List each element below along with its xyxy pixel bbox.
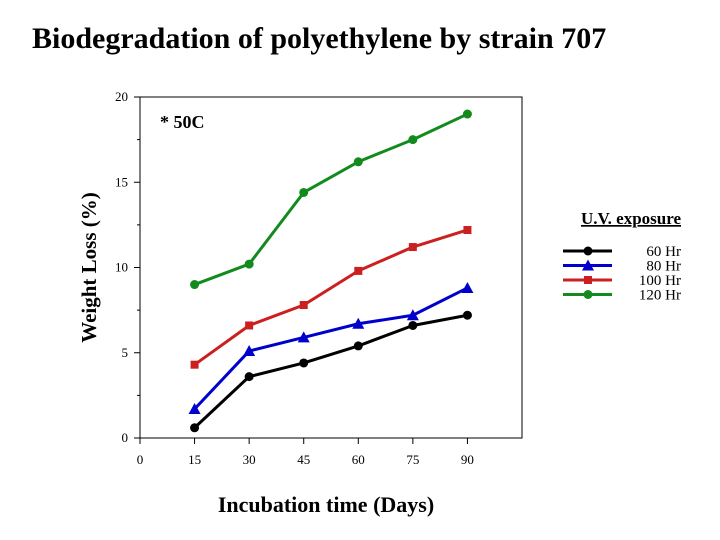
data-point: [245, 321, 254, 330]
data-point: [297, 331, 310, 343]
series-line-60-hr: [193, 313, 468, 429]
y-tick-label: 20: [115, 89, 128, 104]
legend-marker: [584, 276, 592, 284]
data-point: [461, 281, 474, 293]
x-tick-label: 90: [461, 452, 474, 467]
y-axis-title: Weight Loss (%): [77, 192, 101, 343]
data-point: [462, 310, 472, 320]
legend-label: 80 Hr: [646, 259, 681, 275]
data-point: [299, 187, 309, 197]
y-tick-label: 10: [115, 260, 128, 275]
data-point: [406, 309, 419, 321]
plot-frame: [139, 96, 523, 439]
x-axis-title: Incubation time (Days): [218, 492, 434, 517]
legend-marker: [583, 290, 593, 299]
data-point: [408, 243, 417, 252]
x-tick-label: 0: [137, 452, 144, 467]
x-tick-label: 15: [188, 452, 201, 467]
data-point: [190, 280, 200, 290]
data-point: [463, 225, 472, 234]
data-point: [188, 403, 201, 415]
x-tick-label: 30: [243, 452, 256, 467]
series-line-100-hr: [193, 228, 468, 366]
chart-title: Biodegradation of polyethylene by strain…: [32, 22, 607, 55]
data-point: [190, 360, 199, 369]
series-line-80-hr: [193, 286, 469, 411]
legend-marker: [582, 259, 594, 271]
x-tick-label: 45: [297, 452, 310, 467]
data-point: [244, 372, 254, 382]
data-point: [299, 301, 308, 310]
data-point: [353, 341, 363, 351]
y-tick-label: 0: [122, 430, 129, 445]
x-tick-label: 75: [406, 452, 419, 467]
legend-label: 120 Hr: [639, 288, 681, 304]
data-point: [408, 320, 418, 330]
legend-label: 60 Hr: [646, 244, 681, 260]
data-point: [462, 109, 472, 119]
annotation-text: * 50C: [160, 112, 205, 132]
legend-label: 100 Hr: [639, 273, 681, 289]
data-point: [408, 135, 418, 145]
y-tick-label: 15: [115, 174, 128, 189]
y-tick-label: 5: [122, 345, 129, 360]
data-point: [190, 423, 200, 433]
series-line-120-hr: [194, 112, 469, 286]
data-point: [352, 317, 365, 329]
data-point: [299, 358, 309, 368]
data-point: [244, 259, 254, 269]
data-point: [354, 266, 363, 275]
x-tick-label: 60: [352, 452, 365, 467]
data-point: [243, 345, 256, 357]
legend-title: U.V. exposure: [581, 209, 681, 228]
data-point: [353, 157, 363, 167]
legend-marker: [583, 246, 593, 256]
